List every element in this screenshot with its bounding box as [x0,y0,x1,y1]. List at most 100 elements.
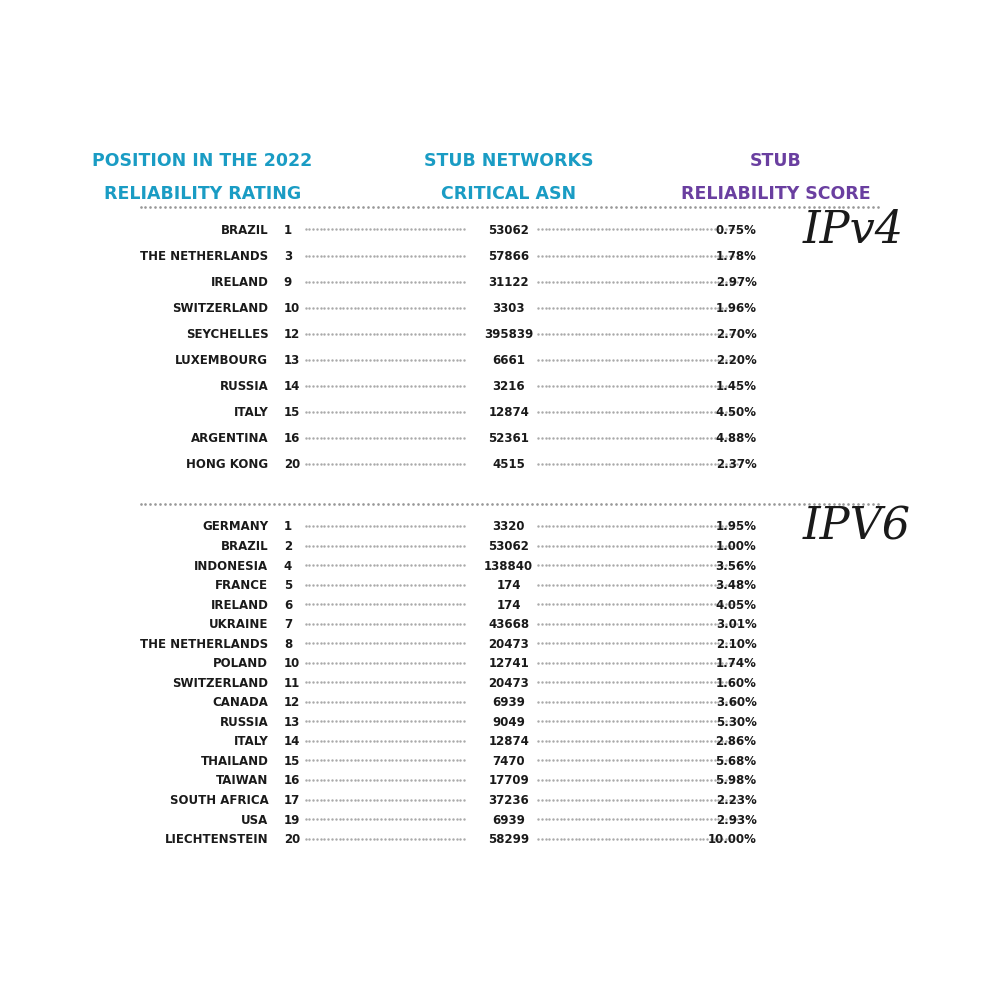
Text: ITALY: ITALY [234,735,268,747]
Text: 15: 15 [284,754,300,767]
Text: IRELAND: IRELAND [210,598,268,611]
Text: 1: 1 [284,224,292,237]
Text: USA: USA [241,813,268,826]
Text: GERMANY: GERMANY [202,520,268,533]
Text: 0.75%: 0.75% [716,224,757,237]
Text: THE NETHERLANDS: THE NETHERLANDS [140,249,268,262]
Text: 3303: 3303 [492,302,525,315]
Text: 3.01%: 3.01% [716,617,757,630]
Text: 37236: 37236 [488,793,529,806]
Text: STUB NETWORKS: STUB NETWORKS [424,151,593,169]
Text: RUSSIA: RUSSIA [220,380,268,393]
Text: 16: 16 [284,432,300,445]
Text: BRAZIL: BRAZIL [221,540,268,553]
Text: 3.48%: 3.48% [716,579,757,591]
Text: 3.56%: 3.56% [716,559,757,572]
Text: 12874: 12874 [488,406,529,418]
Text: 13: 13 [284,715,300,729]
Text: 3.60%: 3.60% [716,696,757,709]
Text: 8: 8 [284,637,292,650]
Text: IRELAND: IRELAND [210,275,268,289]
Text: 2: 2 [284,540,292,553]
Text: 19: 19 [284,813,300,826]
Text: 5.68%: 5.68% [716,754,757,767]
Text: 6939: 6939 [492,813,525,826]
Text: BRAZIL: BRAZIL [221,224,268,237]
Text: 9049: 9049 [492,715,525,729]
Text: 14: 14 [284,735,300,747]
Text: 1.60%: 1.60% [716,676,757,689]
Text: UKRAINE: UKRAINE [209,617,268,630]
Text: 11: 11 [284,676,300,689]
Text: FRANCE: FRANCE [215,579,268,591]
Text: IPv4: IPv4 [803,209,904,251]
Text: 395839: 395839 [484,328,533,341]
Text: 6: 6 [284,598,292,611]
Text: 53062: 53062 [488,540,529,553]
Text: 1.45%: 1.45% [716,380,757,393]
Text: CANADA: CANADA [212,696,268,709]
Text: 4: 4 [284,559,292,572]
Text: 53062: 53062 [488,224,529,237]
Text: ARGENTINA: ARGENTINA [191,432,268,445]
Text: 6939: 6939 [492,696,525,709]
Text: 4.50%: 4.50% [716,406,757,418]
Text: 9: 9 [284,275,292,289]
Text: 5.30%: 5.30% [716,715,757,729]
Text: 1.74%: 1.74% [716,657,757,670]
Text: 3: 3 [284,249,292,262]
Text: 2.10%: 2.10% [716,637,757,650]
Text: 4.05%: 4.05% [716,598,757,611]
Text: 14: 14 [284,380,300,393]
Text: 2.37%: 2.37% [716,458,757,471]
Text: 31122: 31122 [488,275,529,289]
Text: 17709: 17709 [488,773,529,786]
Text: 5.98%: 5.98% [716,773,757,786]
Text: RELIABILITY RATING: RELIABILITY RATING [104,184,301,203]
Text: 15: 15 [284,406,300,418]
Text: 4515: 4515 [492,458,525,471]
Text: 2.23%: 2.23% [716,793,757,806]
Text: 174: 174 [496,579,521,591]
Text: 6661: 6661 [492,354,525,367]
Text: 1.96%: 1.96% [716,302,757,315]
Text: 10: 10 [284,302,300,315]
Text: THAILAND: THAILAND [200,754,268,767]
Text: 17: 17 [284,793,300,806]
Text: SOUTH AFRICA: SOUTH AFRICA [170,793,268,806]
Text: 7470: 7470 [492,754,525,767]
Text: 2.93%: 2.93% [716,813,757,826]
Text: POSITION IN THE 2022: POSITION IN THE 2022 [92,151,313,169]
Text: 1.00%: 1.00% [716,540,757,553]
Text: POLAND: POLAND [213,657,268,670]
Text: 3216: 3216 [492,380,525,393]
Text: IPV6: IPV6 [803,505,911,548]
Text: 3320: 3320 [492,520,525,533]
Text: LUXEMBOURG: LUXEMBOURG [175,354,268,367]
Text: ITALY: ITALY [234,406,268,418]
Text: 1.95%: 1.95% [716,520,757,533]
Text: STUB: STUB [750,151,802,169]
Text: HONG KONG: HONG KONG [186,458,268,471]
Text: 20: 20 [284,458,300,471]
Text: TAIWAN: TAIWAN [216,773,268,786]
Text: 7: 7 [284,617,292,630]
Text: CRITICAL ASN: CRITICAL ASN [441,184,576,203]
Text: RELIABILITY SCORE: RELIABILITY SCORE [681,184,871,203]
Text: SWITZERLAND: SWITZERLAND [172,302,268,315]
Text: 138840: 138840 [484,559,533,572]
Text: INDONESIA: INDONESIA [194,559,268,572]
Text: 2.20%: 2.20% [716,354,757,367]
Text: 20473: 20473 [488,676,529,689]
Text: 10: 10 [284,657,300,670]
Text: 2.97%: 2.97% [716,275,757,289]
Text: 2.86%: 2.86% [716,735,757,747]
Text: 1: 1 [284,520,292,533]
Text: 52361: 52361 [488,432,529,445]
Text: RUSSIA: RUSSIA [220,715,268,729]
Text: 4.88%: 4.88% [716,432,757,445]
Text: 13: 13 [284,354,300,367]
Text: 20473: 20473 [488,637,529,650]
Text: 57866: 57866 [488,249,529,262]
Text: THE NETHERLANDS: THE NETHERLANDS [140,637,268,650]
